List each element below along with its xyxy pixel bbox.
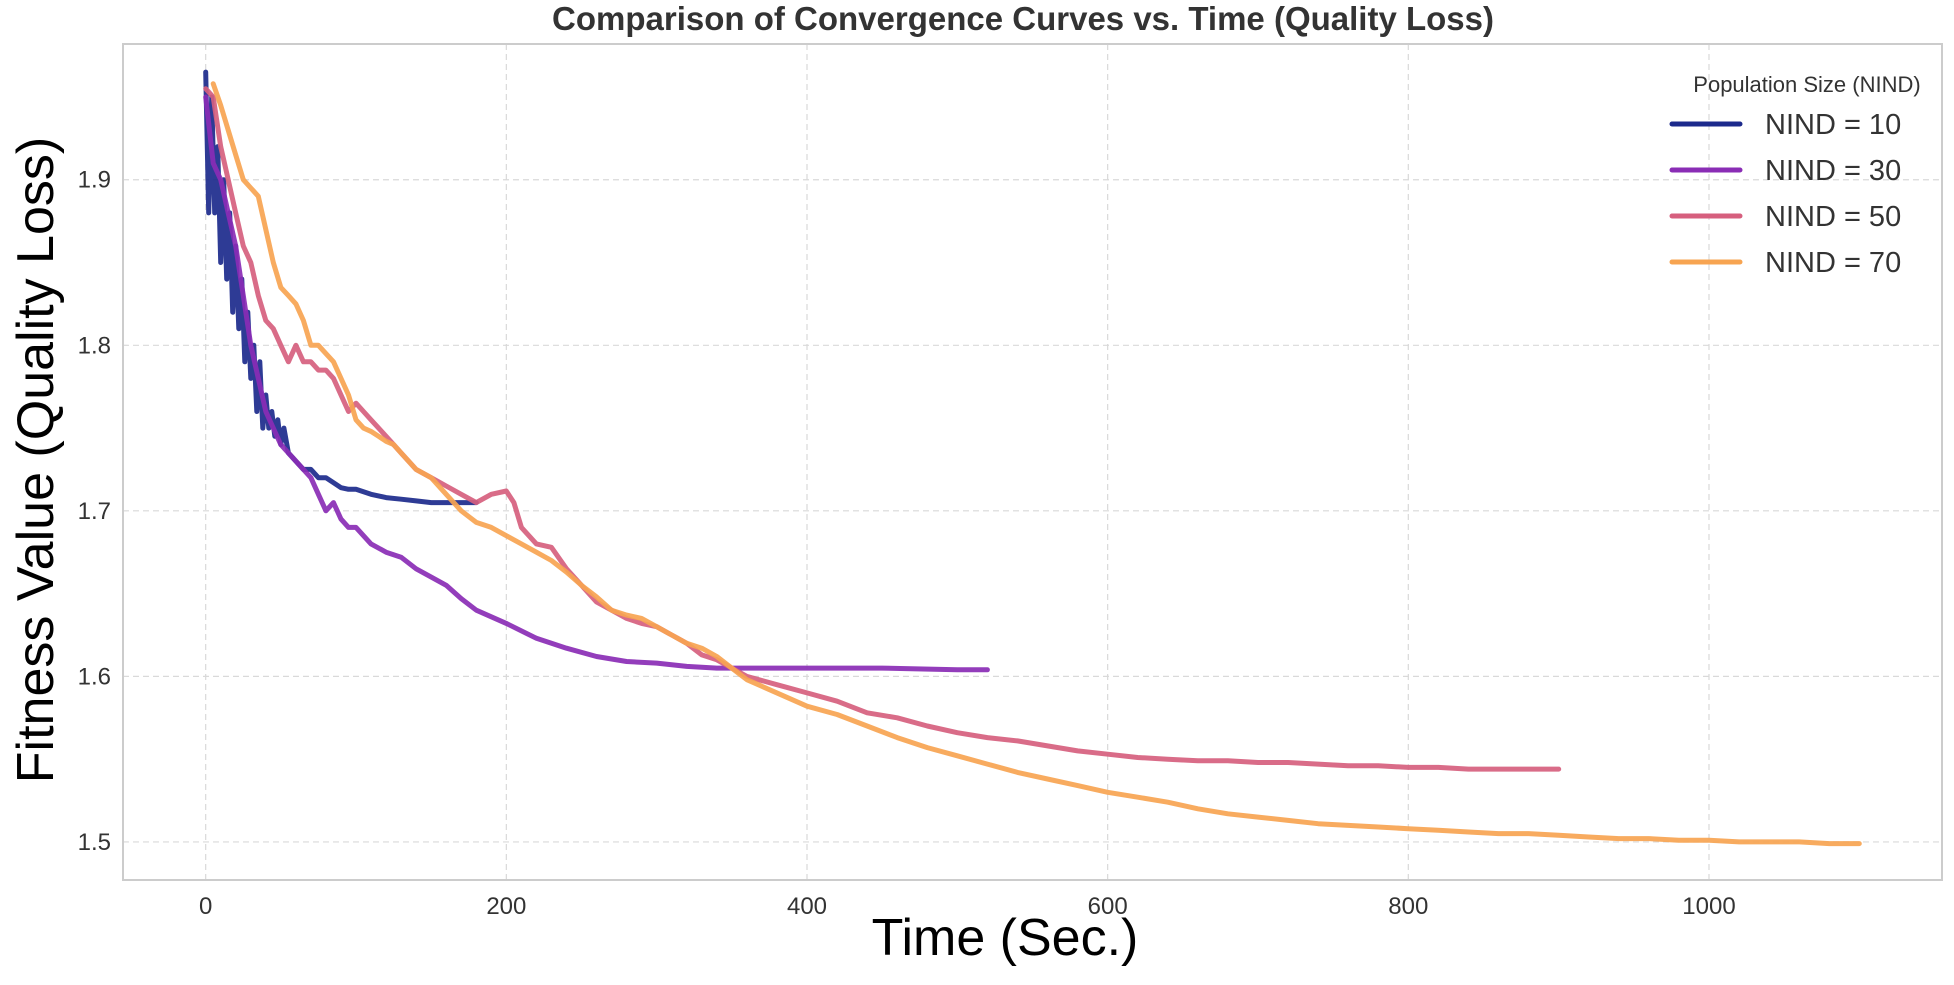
y-tick-label: 1.5	[78, 829, 111, 856]
series-line-4	[210, 81, 1862, 847]
legend-label: NIND = 50	[1765, 201, 1901, 233]
x-tick-label: 400	[787, 893, 827, 920]
y-tick-label: 1.6	[78, 663, 111, 690]
y-tick-label: 1.9	[78, 167, 111, 194]
x-tick-label: 800	[1388, 893, 1428, 920]
chart-title: Comparison of Convergence Curves vs. Tim…	[552, 0, 1494, 37]
y-axis-label: Fitness Value (Quality Loss)	[7, 137, 65, 783]
y-tick-labels: 1.5 1.6 1.7 1.8 1.9	[78, 167, 111, 856]
series-line-1	[203, 69, 479, 506]
series-layer	[203, 69, 1862, 847]
series-line-2	[203, 94, 990, 673]
x-tick-labels: 0 200 400 600 800 1000	[199, 893, 1736, 920]
x-tick-label: 0	[199, 893, 212, 920]
x-tick-label: 200	[486, 893, 526, 920]
grid-layer	[123, 44, 1942, 880]
x-tick-label: 600	[1088, 893, 1128, 920]
y-tick-label: 1.8	[78, 332, 111, 359]
legend-label: NIND = 70	[1765, 247, 1901, 279]
legend: Population Size (NIND) NIND = 10 NIND = 3…	[1669, 72, 1921, 279]
legend-label: NIND = 30	[1765, 155, 1901, 187]
legend-label: NIND = 10	[1765, 109, 1901, 141]
legend-title: Population Size (NIND)	[1693, 72, 1920, 97]
x-axis-label: Time (Sec.)	[872, 909, 1139, 967]
series-line-3	[203, 86, 1562, 772]
x-tick-label: 1000	[1682, 893, 1735, 920]
y-tick-label: 1.7	[78, 498, 111, 525]
plot-frame	[122, 43, 1943, 881]
